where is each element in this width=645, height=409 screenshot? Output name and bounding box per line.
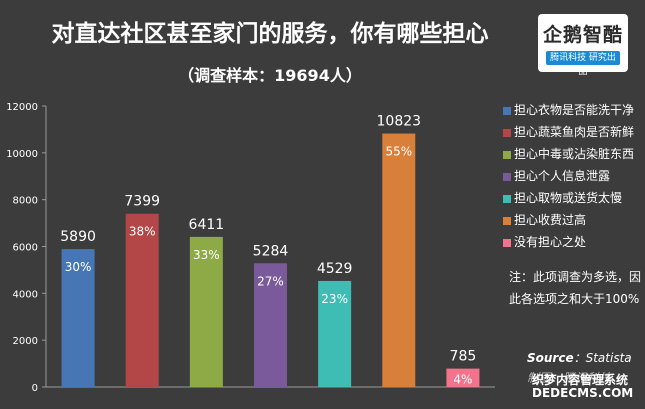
chart-title: 对直达社区甚至家门的服务，你有哪些担心: [51, 21, 489, 47]
legend-label: 担心衣物是否能洗干净: [514, 103, 635, 117]
y-tick-label: 12000: [6, 102, 38, 113]
legend: 担心衣物是否能洗干净 担心蔬菜鱼肉是否新鲜 担心中毒或沾染脏东西 担心个人信息泄露 担心…: [503, 99, 645, 253]
source-value: ：Statista: [573, 351, 632, 365]
legend-item: 担心衣物是否能洗干净: [503, 99, 645, 121]
source-label: Source: [527, 351, 574, 365]
bar-value-label: 4529: [317, 261, 353, 277]
bars: 5890 30% 7399 38% 6411 33% 5284 27% 4529 23% 10823…: [60, 114, 480, 387]
bar-percent-label: 27%: [257, 274, 284, 288]
y-tick-label: 0: [32, 383, 38, 394]
bar-value-label: 785: [450, 349, 477, 365]
footnote: 注：此项调查为多选，因此各选项之和大于100%: [509, 270, 642, 306]
bar-value-label: 6411: [189, 217, 225, 233]
y-tick-label: 10000: [6, 149, 38, 160]
bar: [125, 213, 159, 387]
bar-percent-label: 55%: [385, 145, 412, 159]
source-line: Source：Statista: [527, 349, 645, 366]
legend-label: 担心取物或送货太慢: [514, 191, 623, 205]
legend-swatch: [503, 238, 511, 247]
logo-text: 企鹅智酷: [542, 24, 623, 46]
y-tick-label: 6000: [13, 243, 38, 254]
bar-value-label: 7399: [124, 194, 160, 210]
legend-label: 担心中毒或沾染脏东西: [514, 147, 635, 161]
brand-logo: 企鹅智酷 腾讯科技 研究出品: [538, 14, 628, 77]
bar: [254, 263, 287, 387]
bar-percent-label: 33%: [193, 248, 220, 262]
bar-percent-label: 4%: [453, 373, 472, 387]
legend-swatch: [503, 128, 511, 137]
watermark-text: 织梦内容管理系统 DEDECMS.COM: [532, 373, 634, 400]
bar-value-label: 5284: [253, 243, 289, 259]
y-tick-label: 4000: [13, 289, 38, 300]
chart-credit: 制图：腾讯科技: [527, 371, 612, 385]
legend-swatch: [503, 216, 511, 225]
legend-swatch: [503, 150, 511, 159]
legend-item: 担心收费过高: [503, 209, 645, 231]
legend-label: 担心蔬菜鱼肉是否新鲜: [514, 125, 635, 139]
legend-item: 担心蔬菜鱼肉是否新鲜: [503, 121, 645, 143]
bar: [61, 249, 95, 387]
bar: [318, 280, 352, 387]
legend-item: 没有担心之处: [503, 231, 645, 253]
legend-item: 担心中毒或沾染脏东西: [503, 143, 645, 165]
chart-subtitle: （调查样本：19694人）: [178, 66, 362, 85]
bar-percent-label: 23%: [321, 292, 348, 306]
y-tick-label: 2000: [13, 336, 38, 347]
bar-value-label: 10823: [377, 114, 422, 130]
bar-value-label: 5890: [60, 229, 96, 245]
legend-label: 担心个人信息泄露: [514, 169, 611, 183]
legend-item: 担心取物或送货太慢: [503, 187, 645, 209]
bar: [189, 236, 223, 387]
legend-swatch: [503, 194, 511, 203]
legend-item: 担心个人信息泄露: [503, 165, 645, 187]
bar-percent-label: 30%: [65, 260, 92, 274]
y-tick-label: 8000: [13, 196, 38, 207]
bar: [382, 133, 416, 387]
bar: [446, 368, 480, 387]
logo-subtext: 腾讯科技 研究出品: [546, 51, 620, 77]
legend-label: 担心收费过高: [514, 213, 587, 227]
legend-swatch: [503, 172, 511, 181]
bar-percent-label: 38%: [129, 225, 156, 239]
legend-label: 没有担心之处: [514, 235, 587, 249]
legend-swatch: [503, 106, 511, 115]
